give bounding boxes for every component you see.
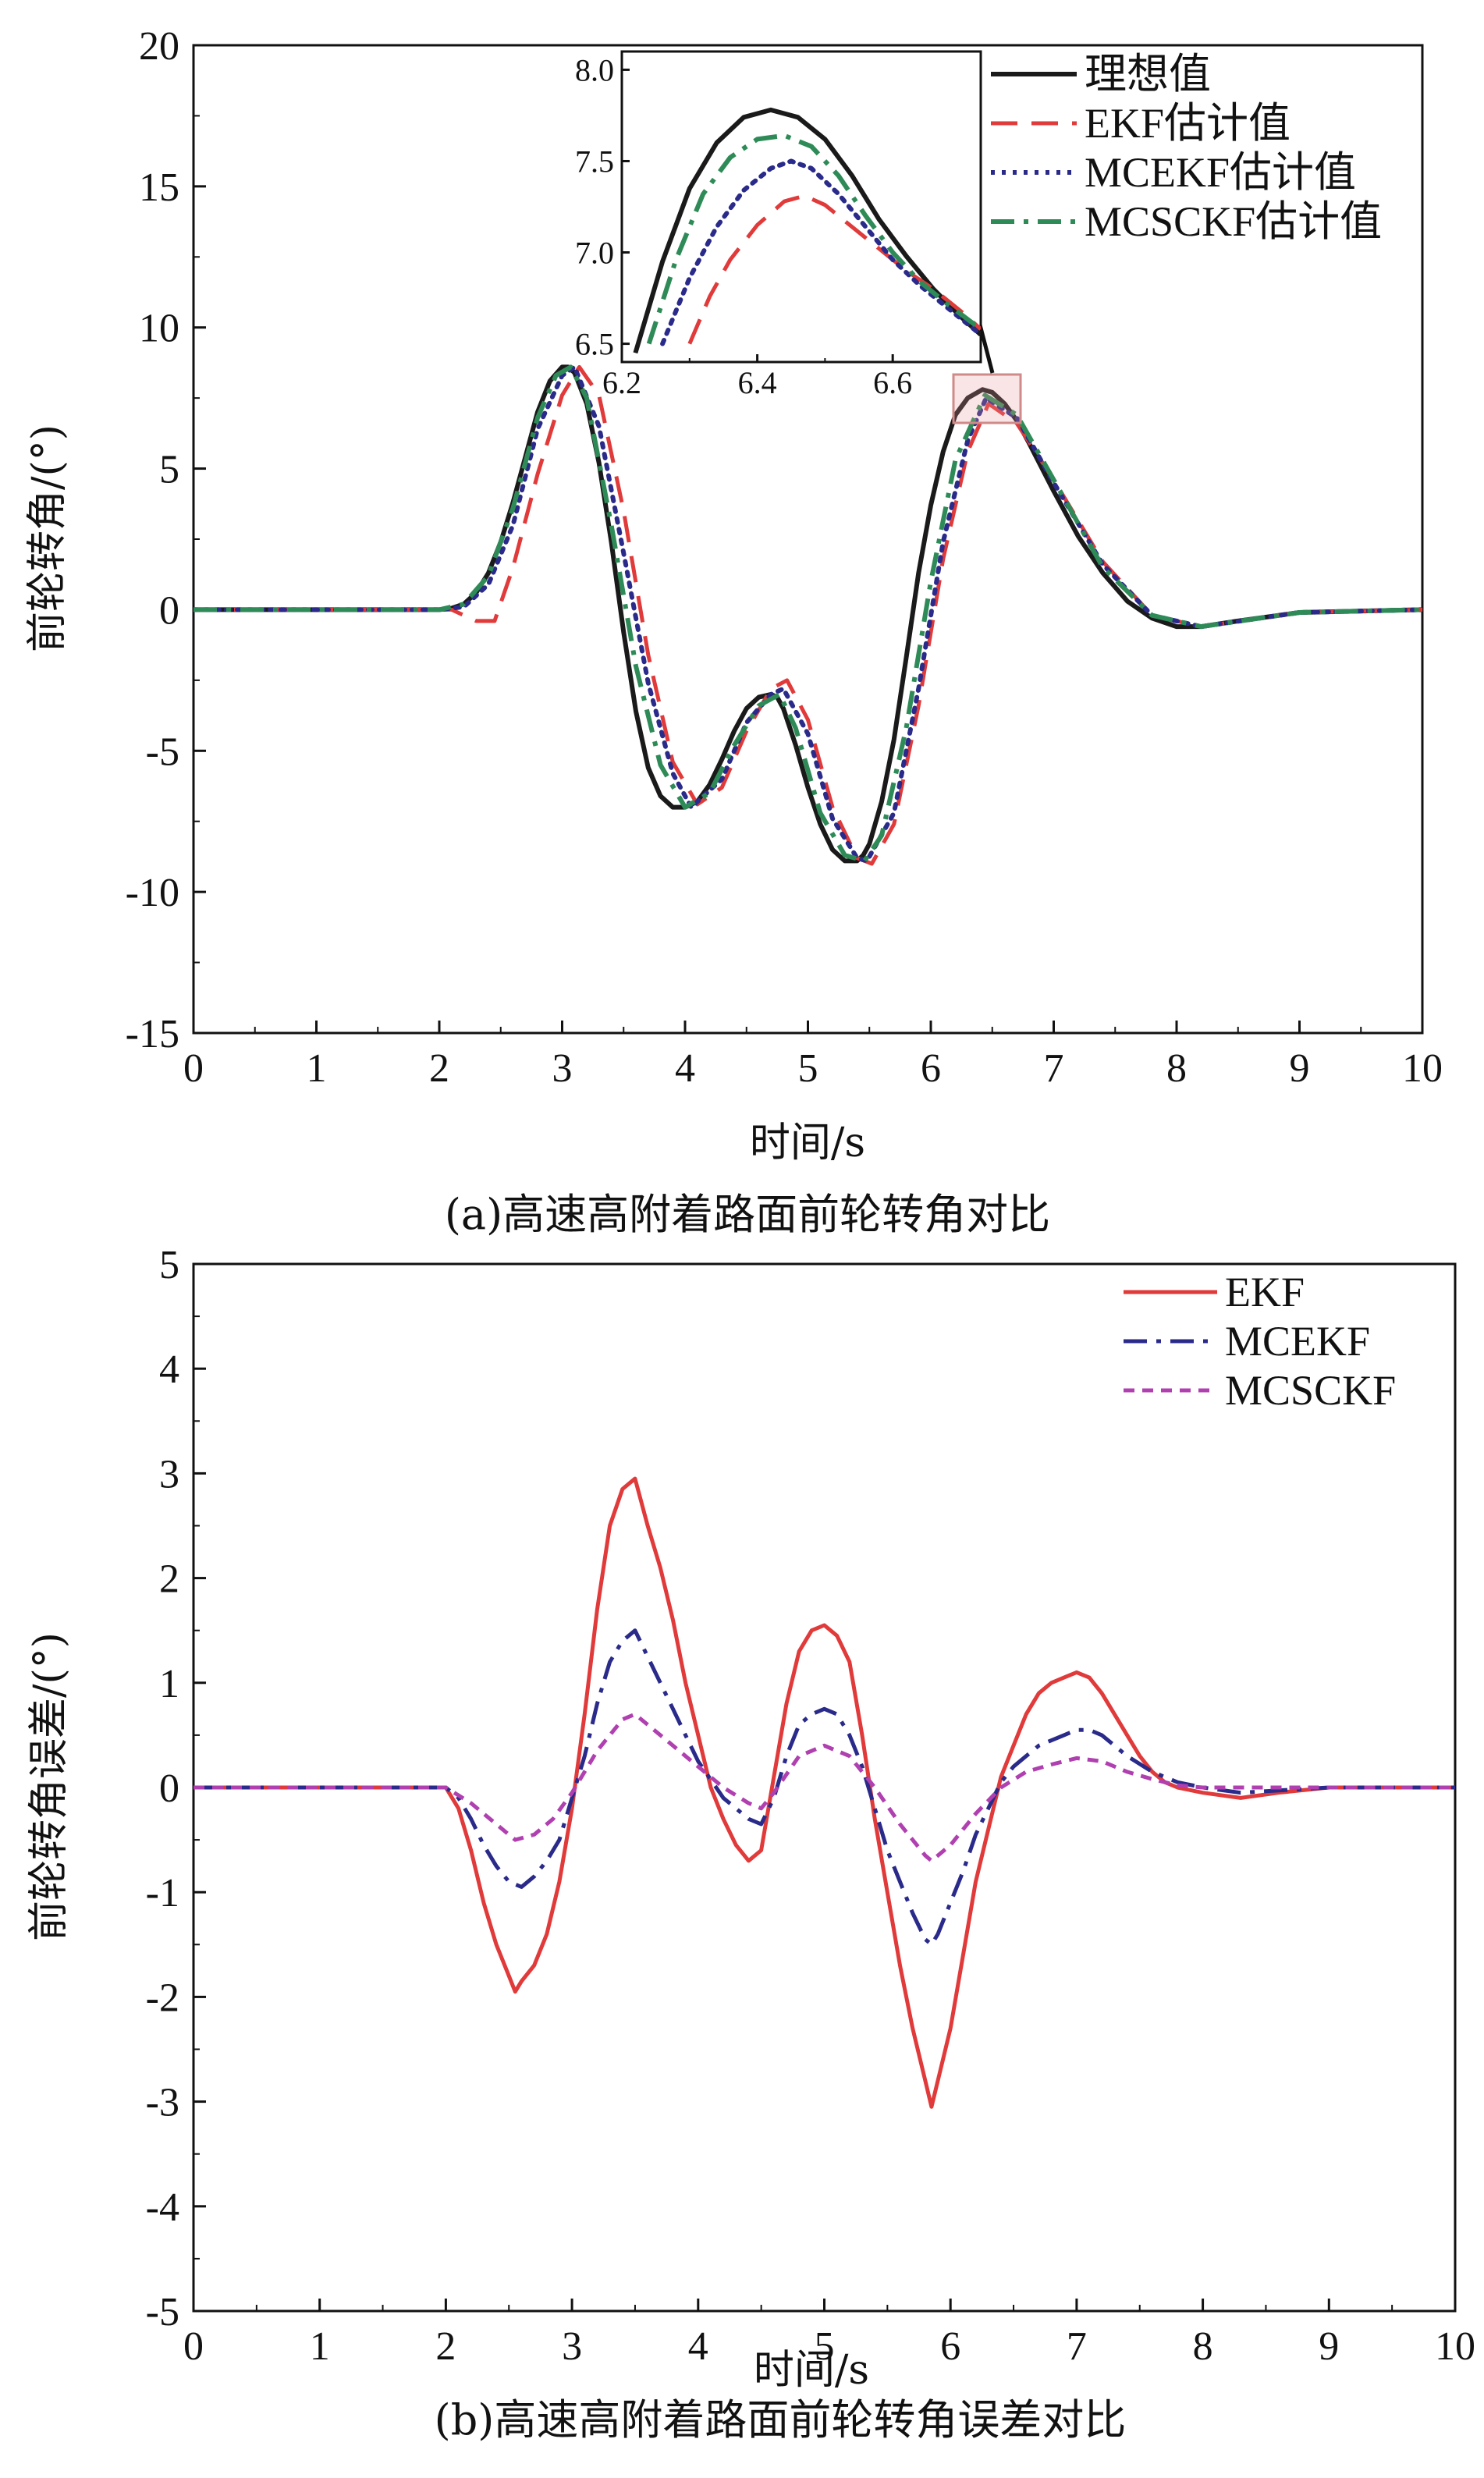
y-axis-label-a: 前轮转角/(°) xyxy=(24,424,71,652)
x-axis-ticks-b: 0 1 2 3 4 5 6 7 8 9 10 xyxy=(183,2299,1475,2369)
series-lines-a xyxy=(193,364,1422,866)
legend-label: EKF xyxy=(1225,1269,1305,1315)
series-line-3 xyxy=(193,364,1422,864)
legend-label: MCSCKF xyxy=(1225,1367,1396,1414)
inset-series-lines xyxy=(633,107,981,354)
x-tick-label: 2 xyxy=(435,2324,456,2369)
legend-label: MCSCKF估计值 xyxy=(1085,198,1382,245)
y-tick-label: 3 xyxy=(159,1452,179,1496)
x-tick-label: 6 xyxy=(940,2324,960,2369)
x-tick-label: 8 xyxy=(1193,2324,1213,2369)
x-tick-label: 5 xyxy=(815,2324,835,2369)
series-lines-b xyxy=(193,1476,1455,2109)
y-tick-label: 20 xyxy=(139,24,179,69)
y-tick-label: -5 xyxy=(146,730,179,774)
inset-chart: 6.2 6.4 6.6 8.0 7.5 7.0 6.5 xyxy=(575,50,982,400)
x-tick-label: 9 xyxy=(1319,2324,1339,2369)
series-line-4 xyxy=(646,133,981,345)
legend-label: MCEKF估计值 xyxy=(1085,149,1356,196)
series-line-3 xyxy=(660,158,981,346)
series-line-1 xyxy=(193,1476,1455,2109)
x-tick-label: 5 xyxy=(798,1046,818,1091)
x-tick-label: 7 xyxy=(1044,1046,1064,1091)
series-line-3 xyxy=(193,1712,1455,1863)
y-tick-label: 7.5 xyxy=(575,144,614,179)
x-tick-label: 4 xyxy=(688,2324,708,2369)
y-tick-label: -1 xyxy=(146,1871,179,1915)
x-axis-label-a: 时间/s xyxy=(750,1120,865,1166)
y-tick-label: 2 xyxy=(159,1557,179,1602)
caption-b: (b)高速高附着路面前轮转角误差对比 xyxy=(435,2395,1127,2444)
y-tick-label: -2 xyxy=(146,1976,179,2020)
inset-y-ticks: 8.0 7.5 7.0 6.5 xyxy=(575,52,630,362)
x-tick-label: 9 xyxy=(1290,1046,1310,1091)
x-tick-label: 3 xyxy=(562,2324,582,2369)
y-tick-label: -4 xyxy=(146,2185,179,2230)
legend-label: MCEKF xyxy=(1225,1318,1370,1365)
x-tick-label: 10 xyxy=(1402,1046,1443,1091)
x-tick-label: 7 xyxy=(1067,2324,1087,2369)
x-tick-label: 4 xyxy=(675,1046,695,1091)
inset-x-ticks: 6.2 6.4 6.6 xyxy=(602,354,912,400)
x-tick-label: 1 xyxy=(307,1046,327,1091)
x-tick-label: 0 xyxy=(183,2324,204,2369)
y-tick-label: 15 xyxy=(139,165,179,210)
y-tick-label: 4 xyxy=(159,1347,179,1392)
x-tick-label: 2 xyxy=(429,1046,449,1091)
y-tick-label: 6.5 xyxy=(575,327,614,362)
series-line-1 xyxy=(633,107,981,354)
y-tick-label: 10 xyxy=(139,307,179,351)
y-tick-label: 0 xyxy=(159,1766,179,1811)
y-tick-label: -3 xyxy=(146,2081,179,2125)
y-tick-label: 0 xyxy=(159,588,179,633)
x-tick-label: 6.2 xyxy=(602,365,641,400)
y-tick-label: -15 xyxy=(126,1012,179,1056)
zoom-region-box xyxy=(952,373,1022,424)
x-tick-label: 6.6 xyxy=(873,365,912,400)
y-axis-ticks-b: 5 4 3 2 1 0 -1 -2 -3 -4 -5 xyxy=(146,1243,206,2334)
x-tick-label: 6 xyxy=(921,1046,941,1091)
y-tick-label: 7.0 xyxy=(575,236,614,271)
x-axis-ticks-a: 0 1 2 3 4 5 6 7 8 9 10 xyxy=(183,1021,1443,1091)
x-axis-label-b: 时间/s xyxy=(754,2347,869,2394)
legend-label: EKF估计值 xyxy=(1085,100,1291,147)
series-line-2 xyxy=(193,1628,1455,1947)
caption-a: (a)高速高附着路面前轮转角对比 xyxy=(445,1190,1050,1239)
y-tick-label: -10 xyxy=(126,871,179,915)
y-tick-label: 8.0 xyxy=(575,52,614,87)
y-tick-label: 5 xyxy=(159,1243,179,1287)
y-tick-label: 5 xyxy=(159,448,179,492)
series-line-4 xyxy=(193,364,1422,864)
x-tick-label: 8 xyxy=(1166,1046,1187,1091)
legend-label: 理想值 xyxy=(1085,51,1211,98)
x-tick-label: 3 xyxy=(552,1046,573,1091)
x-tick-label: 1 xyxy=(310,2324,330,2369)
y-tick-label: 1 xyxy=(159,1662,179,1706)
y-axis-label-b: 前轮转角误差/(°) xyxy=(26,1632,73,1941)
series-line-2 xyxy=(687,193,981,345)
x-tick-label: 10 xyxy=(1435,2324,1475,2369)
x-tick-label: 0 xyxy=(183,1046,204,1091)
y-tick-label: -5 xyxy=(146,2290,179,2334)
x-tick-label: 6.4 xyxy=(738,365,777,400)
